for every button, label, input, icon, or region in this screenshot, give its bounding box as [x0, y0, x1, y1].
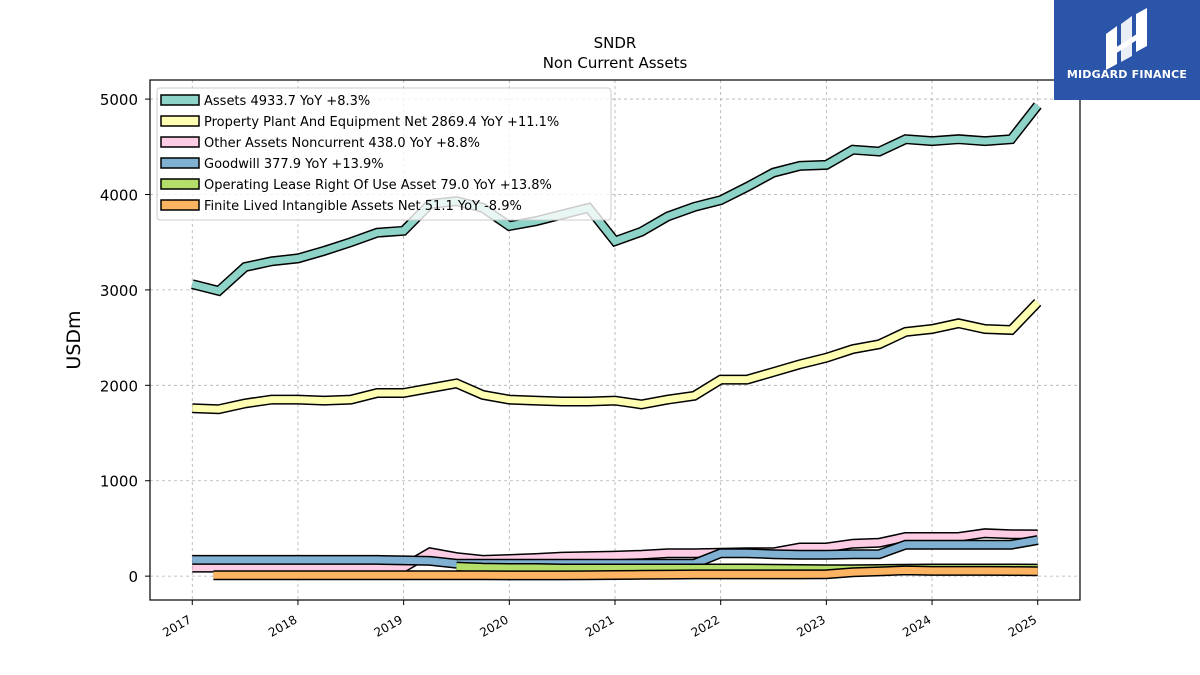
legend-label: Finite Lived Intangible Assets Net 51.1 … — [204, 199, 522, 214]
legend-label: Operating Lease Right Of Use Asset 79.0 … — [204, 178, 552, 193]
legend-label: Property Plant And Equipment Net 2869.4 … — [204, 115, 559, 130]
series-line — [192, 299, 1041, 413]
x-tick-label: 2018 — [266, 612, 299, 639]
chart-title: SNDR — [594, 34, 637, 52]
legend-swatch — [160, 199, 200, 211]
legend-label: Assets 4933.7 YoY +8.3% — [204, 94, 370, 109]
series-line — [191, 103, 1041, 295]
legend-swatch — [160, 178, 200, 190]
x-tick-label: 2019 — [372, 612, 405, 639]
logo-mark-icon — [1106, 8, 1147, 70]
x-tick-label: 2017 — [160, 612, 193, 639]
chart-subtitle: Non Current Assets — [543, 54, 688, 72]
x-tick-label: 2022 — [689, 612, 722, 639]
y-tick-label: 1000 — [100, 473, 138, 491]
legend-swatch — [160, 115, 200, 127]
legend: Assets 4933.7 YoY +8.3% Property Plant An… — [156, 87, 612, 221]
series-line — [192, 529, 1038, 572]
y-tick-label: 5000 — [100, 91, 138, 109]
x-axis: 2017 2018 2019 2020 2021 2022 2023 2024 2025 — [160, 600, 1039, 640]
legend-frame — [156, 87, 612, 221]
y-tick-label: 0 — [128, 568, 138, 586]
y-tick-label: 4000 — [100, 186, 138, 204]
x-tick-label: 2024 — [900, 612, 933, 639]
logo-text: MIDGARD FINANCE — [1066, 68, 1188, 81]
legend-swatch — [160, 136, 200, 148]
y-tick-label: 2000 — [100, 377, 138, 395]
x-tick-label: 2020 — [477, 612, 510, 639]
legend-swatch — [160, 157, 200, 169]
legend-label: Goodwill 377.9 YoY +13.9% — [204, 157, 384, 172]
y-axis: 0 1000 2000 3000 4000 5000 — [100, 91, 150, 586]
y-axis-label: USDm — [63, 310, 85, 369]
legend-label: Other Assets Noncurrent 438.0 YoY +8.8% — [204, 136, 480, 151]
legend-swatch — [160, 94, 200, 106]
x-tick-label: 2023 — [794, 612, 827, 639]
series-group — [191, 102, 1042, 581]
brand-logo: MIDGARD FINANCE — [1054, 0, 1200, 100]
series-line — [213, 566, 1038, 579]
x-tick-label: 2025 — [1006, 612, 1039, 639]
y-tick-label: 3000 — [100, 282, 138, 300]
x-tick-label: 2021 — [583, 612, 616, 639]
